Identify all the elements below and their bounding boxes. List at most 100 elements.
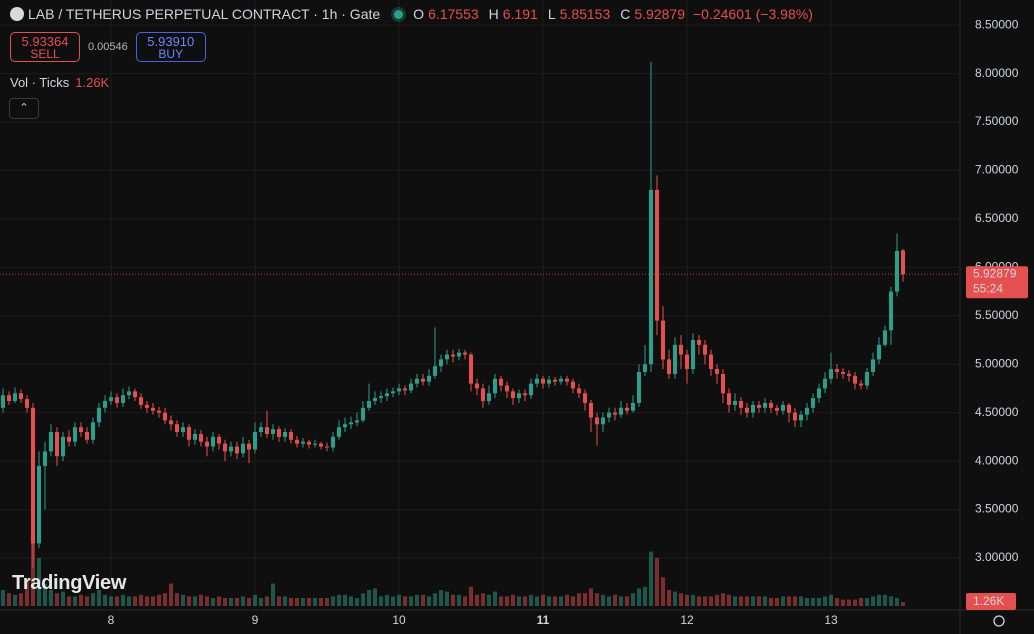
candle-body	[450, 354, 456, 357]
candle-body	[828, 369, 834, 379]
x-tick-label: 9	[252, 613, 259, 627]
volume-bar	[558, 596, 564, 606]
symbol-title: LAB / TETHERUS PERPETUAL CONTRACT · 1h ·…	[28, 6, 381, 22]
candle-body	[36, 465, 42, 544]
candle-body	[216, 436, 222, 444]
candle-body	[222, 443, 228, 452]
candle-body	[318, 443, 324, 447]
candle-body	[816, 388, 822, 399]
candle-body	[144, 404, 150, 408]
candle-body	[42, 451, 48, 466]
candle-body	[540, 378, 546, 384]
candle-body	[354, 420, 360, 423]
candle-body	[804, 407, 810, 415]
candle-body	[456, 352, 462, 357]
candle-body	[774, 407, 780, 411]
volume-bar	[162, 593, 168, 606]
candle-body	[234, 446, 240, 454]
candle-body	[150, 407, 156, 411]
candle-body	[822, 378, 828, 389]
volume-bar	[354, 598, 360, 606]
sell-label: SELL	[30, 47, 60, 61]
y-tick-label: 5.50000	[975, 308, 1019, 322]
volume-bar	[180, 594, 186, 606]
candle-body	[708, 354, 714, 370]
volume-bar	[714, 594, 720, 606]
candle-body	[522, 393, 528, 396]
volume-title: Vol · Ticks	[10, 75, 70, 90]
volume-bar	[138, 594, 144, 606]
y-tick-label: 3.00000	[975, 550, 1019, 564]
ohlc-value: 5.92879	[634, 6, 685, 22]
candle-body	[462, 352, 468, 355]
volume-bar	[618, 596, 624, 606]
volume-bar	[450, 594, 456, 606]
volume-bar	[168, 583, 174, 606]
volume-bar	[468, 586, 474, 606]
candle-body	[606, 412, 612, 418]
volume-bar	[660, 577, 666, 606]
candle-body	[120, 395, 126, 403]
volume-bar	[822, 596, 828, 606]
volume-bar	[762, 596, 768, 606]
volume-bar	[582, 593, 588, 606]
buy-button[interactable]: 5.93910 BUY	[135, 32, 206, 62]
candle-body	[162, 412, 168, 421]
volume-bar	[630, 593, 636, 606]
volume-bar	[348, 596, 354, 606]
candle-body	[0, 395, 6, 408]
volume-bar	[888, 596, 894, 606]
candle-body	[204, 441, 210, 447]
volume-bar	[480, 593, 486, 606]
volume-bar	[690, 594, 696, 606]
candle-body	[228, 446, 234, 452]
volume-bar	[72, 596, 78, 606]
volume-bar	[456, 594, 462, 606]
candle-body	[612, 412, 618, 415]
candle-body	[282, 432, 288, 437]
x-tick-label: 12	[680, 613, 694, 627]
candle-body	[858, 383, 864, 386]
candle-body	[114, 397, 120, 403]
volume-bar	[342, 594, 348, 606]
candle-body	[360, 407, 366, 421]
collapse-button[interactable]: ⌃	[9, 98, 39, 119]
volume-bar	[84, 596, 90, 606]
sell-button[interactable]: 5.93364 SELL	[10, 32, 80, 62]
candle-body	[444, 354, 450, 360]
candle-body	[546, 379, 552, 384]
volume-bar	[648, 551, 654, 606]
volume-bar	[594, 593, 600, 606]
volume-bar	[900, 601, 906, 606]
volume-badge	[966, 592, 1016, 610]
volume-badge-value: 1.26K	[973, 594, 1004, 608]
settings-icon	[993, 615, 1005, 627]
candle-body	[576, 388, 582, 394]
ohlc-label: L	[547, 6, 556, 22]
candle-body	[660, 320, 666, 360]
volume-bar	[612, 594, 618, 606]
volume-bar	[666, 590, 672, 606]
volume-bar	[798, 596, 804, 606]
volume-bar	[324, 598, 330, 606]
ohlc-value: 6.17553	[428, 6, 479, 22]
volume-bar	[642, 586, 648, 606]
candle-body	[240, 443, 246, 454]
volume-bar	[204, 596, 210, 606]
volume-bar	[12, 594, 18, 606]
volume-bar	[0, 590, 6, 606]
volume-bar	[384, 594, 390, 606]
volume-bar	[270, 583, 276, 606]
volume-bar	[42, 583, 48, 606]
volume-bar	[186, 596, 192, 606]
candle-body	[138, 397, 144, 405]
volume-bar	[528, 594, 534, 606]
price-badge	[966, 266, 1028, 299]
candle-body	[630, 402, 636, 411]
volume-bar	[858, 598, 864, 606]
candle-body	[792, 412, 798, 421]
candle-body	[876, 344, 882, 360]
volume-legend: Vol · Ticks 1.26K	[10, 75, 109, 90]
y-tick-label: 7.00000	[975, 163, 1019, 177]
volume-bar	[870, 596, 876, 606]
